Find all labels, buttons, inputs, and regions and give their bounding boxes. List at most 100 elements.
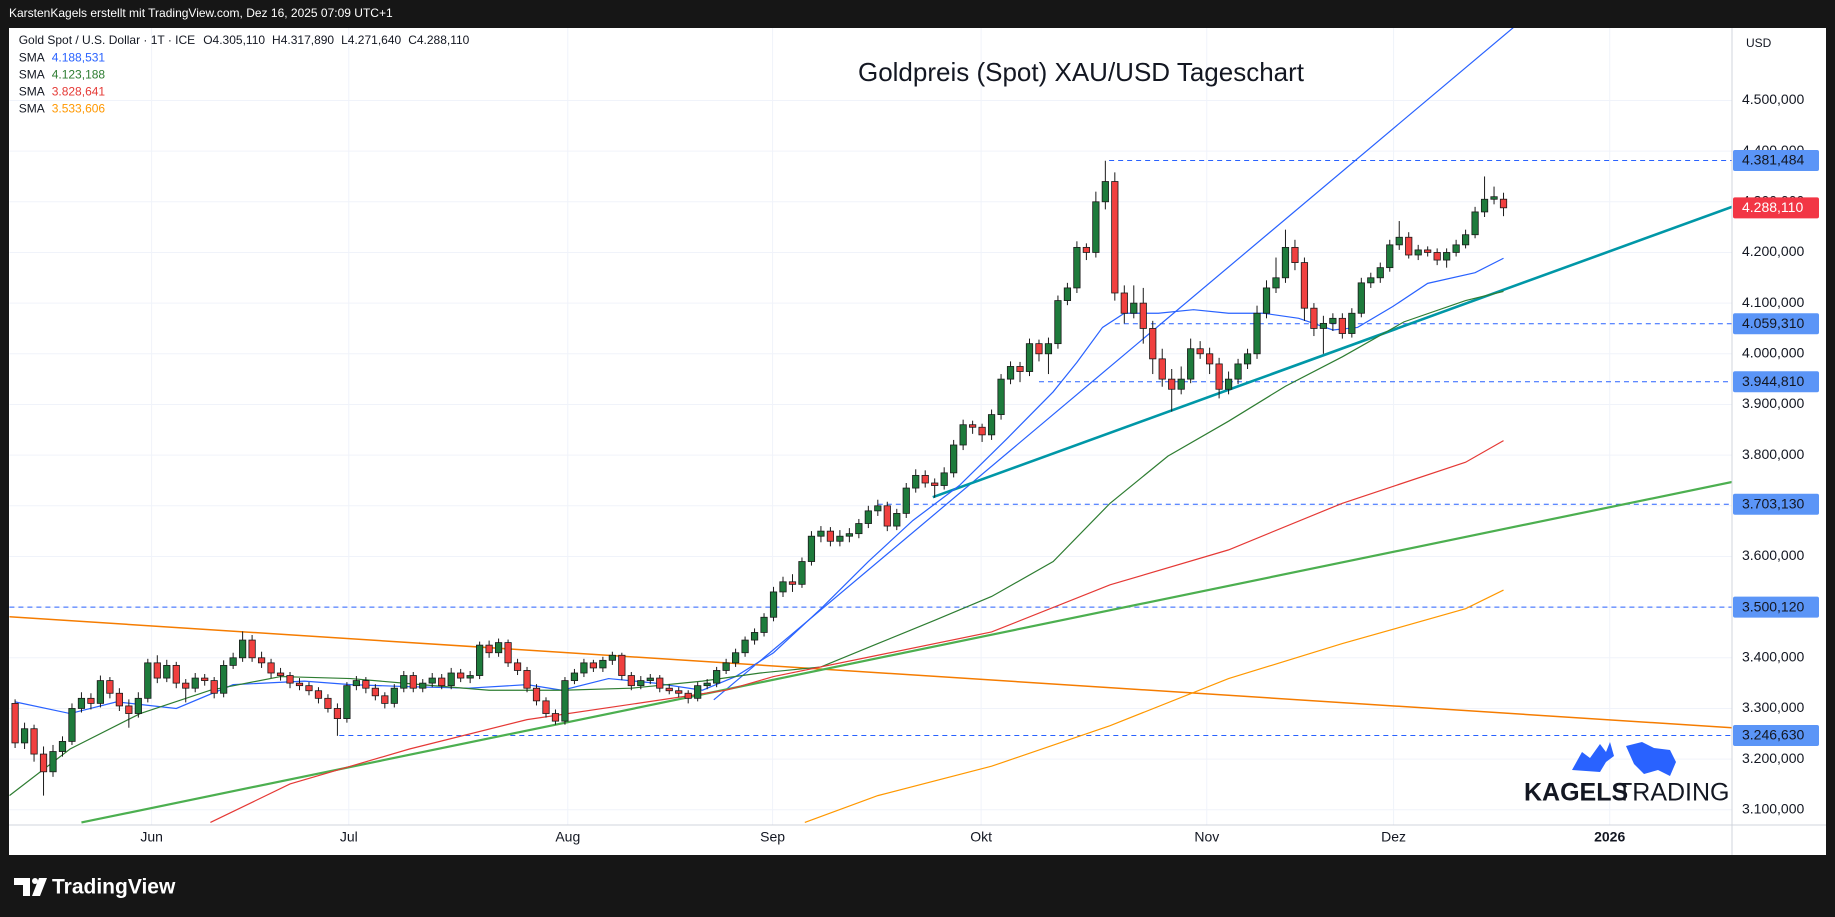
legend: Gold Spot / U.S. Dollar · 1T · ICE O4.305… [19,33,470,116]
brand-text: TradingView [52,876,176,899]
candle-body [1101,181,1109,203]
candle-body [788,581,797,585]
candle-body [580,662,588,674]
candle-body [741,639,749,654]
candle-body [20,728,29,744]
trend-line [9,616,1732,729]
ohlc-value: 4.271,640 [348,33,402,47]
brand-icon [32,878,38,884]
candle-body [409,675,417,689]
candle-body [836,535,844,542]
ohlc-key: C [408,33,417,47]
candle-body [637,680,645,687]
candle-body [1215,363,1223,390]
legend-name: SMA [19,85,45,99]
candle-body [1452,244,1460,253]
candle-body [760,616,768,633]
candle-body [77,697,86,709]
level-label: 3.246,630 [1742,727,1804,743]
level-box [1733,725,1819,747]
x-tick-label: Okt [970,829,992,845]
candle-body [1291,246,1299,263]
candle-body [1120,292,1128,314]
candle-body [381,695,389,704]
candle-body [201,677,209,681]
x-tick-label: Jul [340,829,358,845]
candle-body [542,700,550,714]
candle-body [1139,302,1147,329]
candle-body [68,708,76,742]
brand: TradingView [14,876,176,899]
y-tick-label: 3.300,000 [1742,699,1804,715]
candle-body [96,680,105,704]
candle-body [997,378,1005,415]
candle-body [457,672,465,679]
candle-body [1281,246,1290,279]
level-box [1733,493,1819,515]
y-tick-label: 4.500,000 [1742,91,1804,107]
candle-body [1044,343,1053,355]
legend-entry: SMA 3.533,606 [19,102,106,116]
candle-body [684,692,692,699]
candle-body [476,644,484,676]
candle-body [1168,378,1176,390]
candle-body [845,533,853,537]
candle-body [1177,378,1185,390]
candle-body [1461,234,1470,246]
candle-body [1490,196,1498,200]
candle-body [1111,181,1119,294]
legend-value: 3.828,641 [52,85,106,99]
candle-body [779,581,787,593]
candle-body [1348,312,1356,334]
y-tick-label: 3.900,000 [1742,395,1804,411]
ohlc-key: O [203,33,212,47]
candle-body [1405,236,1413,256]
candle-body [713,670,721,684]
logo-text: KAGELS [1524,779,1628,807]
candle-body [1149,328,1157,360]
candle-body [893,512,901,527]
y-tick-label: 3.800,000 [1742,446,1804,462]
candle-body [115,692,123,707]
candle-body [1243,353,1252,365]
candle-body [874,505,882,512]
ohlc-key: L [341,33,348,47]
legend-name: SMA [19,51,45,65]
legend-value: 4.188,531 [52,51,106,65]
candle-body [608,654,616,661]
logo-bear [1626,742,1676,776]
logo-text: TRADING [1617,779,1730,807]
candle-body [30,728,38,755]
candle-body [1424,249,1432,253]
candle-body [494,642,503,654]
brand-icon [14,878,47,896]
level-box [1733,596,1819,618]
level-box [1733,150,1819,172]
candle-body [134,697,142,714]
candle-body [769,591,778,618]
candle-body [665,687,673,692]
x-tick-label: Aug [555,829,580,845]
ohlc-key: H [272,33,281,47]
candle-body [1499,198,1508,209]
candle-body [276,672,285,676]
candle-body [826,530,835,542]
candle-body [646,677,654,681]
candle-body [1367,277,1375,284]
ohlc-value: 4.305,110 [213,33,266,47]
candle-body [959,424,967,446]
candle-body [229,657,237,666]
candle-body [807,535,816,562]
candle-body [912,474,920,489]
candle-body [1054,300,1062,345]
candle-body [1357,282,1365,314]
candle-body [87,697,95,704]
candle-body [352,680,360,687]
candle-body [333,708,342,719]
candle-body [39,753,48,773]
candle-body [902,487,910,514]
candle-body [220,664,228,694]
ohlc-value: 4.317,890 [281,33,335,47]
candle-body [931,482,939,486]
